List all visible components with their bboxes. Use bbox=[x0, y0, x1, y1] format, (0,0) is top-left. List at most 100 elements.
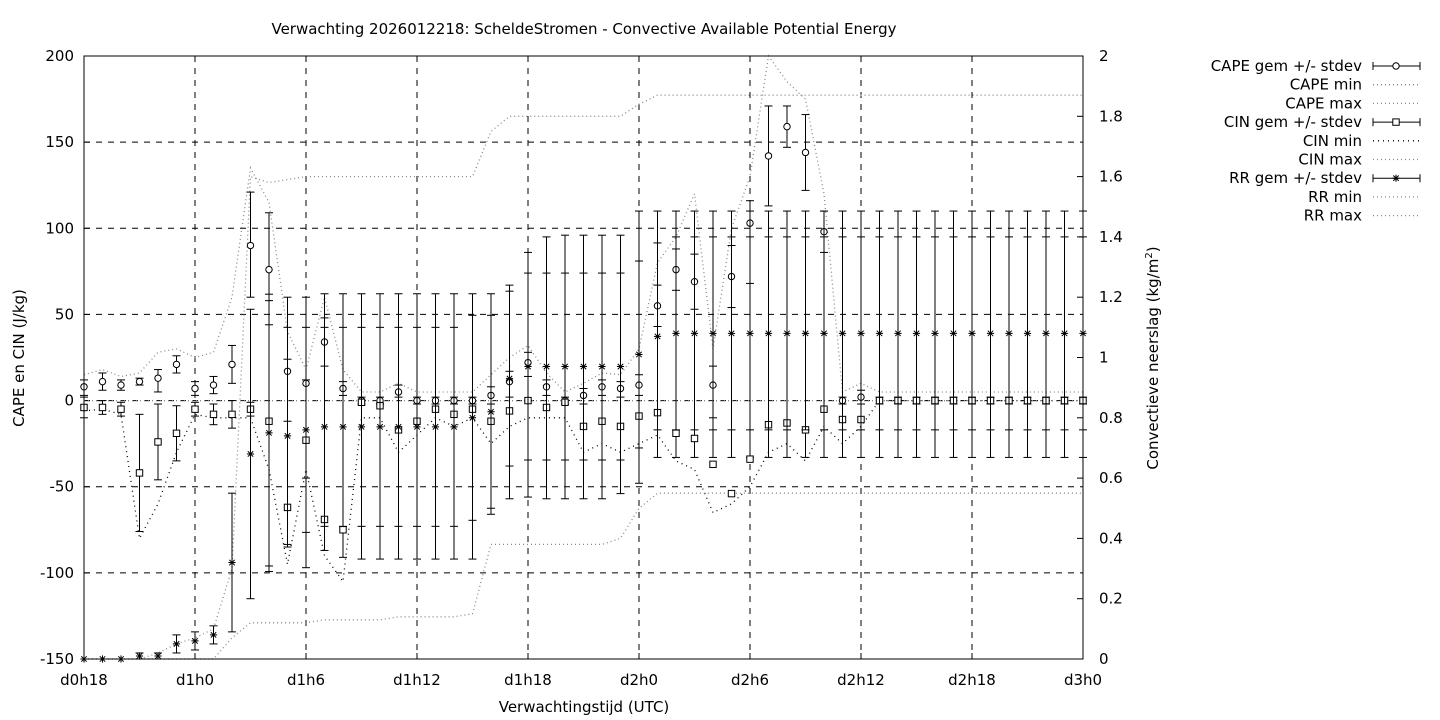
data-point bbox=[117, 381, 125, 389]
data-point bbox=[524, 362, 532, 371]
y2-axis-label: Convectieve neerslag (kg/m2) bbox=[1144, 246, 1162, 469]
data-point bbox=[265, 265, 273, 274]
x-tick-label: d1h0 bbox=[176, 671, 214, 689]
data-point bbox=[875, 329, 884, 337]
y2-tick-label: 1.4 bbox=[1099, 228, 1123, 246]
y-tick-label: -100 bbox=[40, 564, 74, 582]
data-point bbox=[283, 432, 292, 440]
x-tick-label: d3h0 bbox=[1064, 671, 1102, 689]
y-tick-label: 0 bbox=[64, 392, 74, 410]
data-point bbox=[542, 362, 551, 371]
data-point bbox=[709, 460, 717, 469]
y2-tick-label: 0.8 bbox=[1099, 409, 1123, 427]
plot-frame bbox=[83, 55, 1084, 660]
data-point bbox=[209, 410, 218, 419]
data-point bbox=[672, 429, 680, 438]
data-point bbox=[172, 429, 181, 438]
data-point bbox=[246, 450, 255, 458]
data-point bbox=[117, 405, 125, 413]
data-point bbox=[487, 408, 495, 416]
data-point bbox=[209, 381, 218, 389]
series-line-2 bbox=[83, 54, 1083, 393]
data-point bbox=[783, 329, 791, 337]
x-tick-label: d1h12 bbox=[393, 671, 441, 689]
legend-label: CAPE min bbox=[1290, 76, 1362, 94]
data-point bbox=[413, 423, 421, 431]
y2-tick-label: 1.6 bbox=[1099, 168, 1123, 186]
chart-title: Verwachting 2026012218: ScheldeStromen -… bbox=[271, 20, 896, 38]
data-point bbox=[505, 375, 514, 383]
legend-label: CIN gem +/- stdev bbox=[1224, 113, 1362, 131]
y-axis-label: CAPE en CIN (J/kg) bbox=[10, 289, 28, 427]
data-point bbox=[709, 329, 717, 337]
data-point bbox=[1005, 329, 1013, 337]
data-point bbox=[228, 410, 236, 419]
data-point bbox=[912, 329, 921, 337]
y2-tick-label: 0.2 bbox=[1099, 590, 1123, 608]
legend-label: CIN min bbox=[1303, 132, 1362, 150]
data-point bbox=[135, 652, 144, 660]
series-line-7 bbox=[84, 492, 1083, 660]
data-point bbox=[1392, 62, 1400, 70]
data-point bbox=[561, 362, 569, 371]
data-point bbox=[598, 362, 606, 371]
data-point bbox=[801, 148, 810, 157]
legend-label: CIN max bbox=[1298, 151, 1362, 169]
data-point bbox=[339, 423, 347, 431]
data-point bbox=[746, 329, 754, 337]
data-point bbox=[801, 329, 810, 337]
data-point bbox=[135, 469, 144, 477]
data-point bbox=[931, 329, 939, 337]
y-tick-label: 150 bbox=[45, 133, 74, 151]
axis-ticks: d0h18 d1h0 d1h6 d1h12 d1h18 d2h0 d2h6 d2h12 d2h1… bbox=[40, 47, 1123, 689]
data-point bbox=[1060, 329, 1069, 337]
data-point bbox=[265, 429, 273, 437]
data-point bbox=[764, 152, 773, 160]
data-point bbox=[191, 384, 199, 393]
x-tick-label: d0h18 bbox=[60, 671, 108, 689]
data-point bbox=[154, 374, 162, 382]
data-point bbox=[98, 377, 107, 386]
data-point bbox=[1042, 329, 1050, 337]
data-point bbox=[172, 360, 181, 369]
data-point bbox=[764, 329, 773, 337]
data-point bbox=[746, 455, 754, 463]
data-point bbox=[783, 122, 791, 131]
data-point bbox=[209, 631, 218, 639]
data-point bbox=[191, 637, 199, 645]
y2-tick-label: 2 bbox=[1099, 47, 1109, 65]
legend-label: RR min bbox=[1308, 188, 1362, 206]
data-point bbox=[857, 329, 865, 337]
data-point bbox=[635, 350, 643, 359]
data-point bbox=[394, 423, 403, 431]
data-point bbox=[579, 362, 588, 371]
y2-tick-label: 1.2 bbox=[1099, 288, 1123, 306]
data-point bbox=[1392, 174, 1400, 182]
y2-tick-label: 0 bbox=[1099, 650, 1109, 668]
x-tick-label: d1h18 bbox=[504, 671, 552, 689]
data-point bbox=[727, 489, 736, 498]
data-point bbox=[894, 329, 902, 337]
x-tick-label: d2h12 bbox=[837, 671, 885, 689]
y2-tick-label: 1.8 bbox=[1099, 107, 1123, 125]
x-tick-label: d1h6 bbox=[287, 671, 325, 689]
data-point bbox=[727, 329, 736, 337]
data-point bbox=[450, 423, 458, 431]
data-point bbox=[320, 423, 329, 431]
data-point bbox=[302, 426, 310, 434]
legend-label: RR gem +/- stdev bbox=[1229, 169, 1362, 187]
data-point bbox=[820, 329, 828, 337]
data-point bbox=[690, 434, 699, 443]
x-tick-label: d2h6 bbox=[731, 671, 769, 689]
data-point bbox=[172, 640, 181, 648]
data-point bbox=[228, 558, 236, 567]
y2-tick-label: 0.4 bbox=[1099, 529, 1123, 547]
legend-label: CAPE max bbox=[1285, 94, 1362, 112]
y-tick-label: 50 bbox=[55, 305, 74, 323]
x-tick-label: d2h18 bbox=[948, 671, 996, 689]
data-point bbox=[986, 329, 995, 337]
data-point bbox=[98, 403, 107, 412]
legend-label: RR max bbox=[1304, 207, 1362, 225]
